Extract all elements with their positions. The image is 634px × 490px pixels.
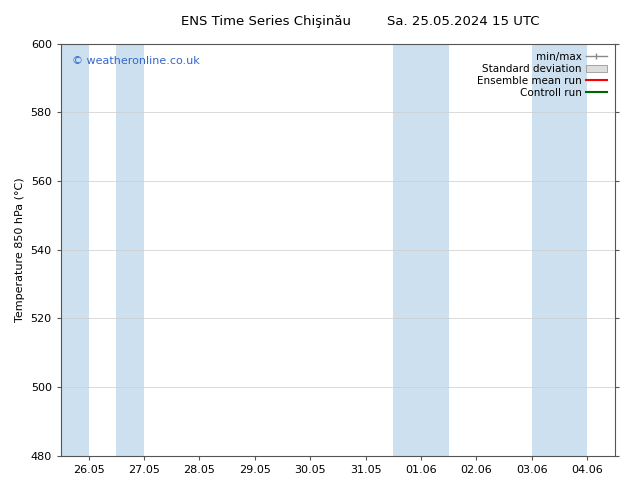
Bar	[61, 44, 89, 456]
Bar	[116, 44, 144, 456]
Text: ENS Time Series Chişinău: ENS Time Series Chişinău	[181, 15, 351, 28]
Bar	[532, 44, 587, 456]
Text: © weatheronline.co.uk: © weatheronline.co.uk	[72, 56, 200, 66]
Bar	[393, 44, 449, 456]
Y-axis label: Temperature 850 hPa (°C): Temperature 850 hPa (°C)	[15, 177, 25, 322]
Legend: min/max, Standard deviation, Ensemble mean run, Controll run: min/max, Standard deviation, Ensemble me…	[474, 49, 610, 101]
Text: Sa. 25.05.2024 15 UTC: Sa. 25.05.2024 15 UTC	[387, 15, 539, 28]
